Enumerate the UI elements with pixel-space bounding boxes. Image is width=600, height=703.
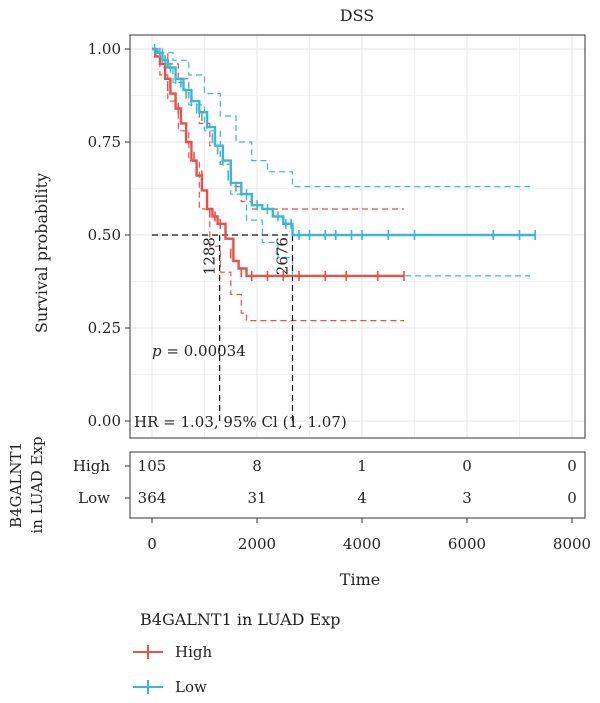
- risk-table-title-line2: in LUAD Exp: [28, 436, 46, 533]
- risk-cell: 0: [462, 457, 472, 475]
- y-axis-title: Survival probability: [32, 173, 51, 333]
- risk-row-label: High: [73, 457, 110, 475]
- risk-cell: 105: [138, 457, 167, 475]
- risk-table-title-line1: B4GALNT1: [7, 442, 25, 528]
- legend-title: B4GALNT1 in LUAD Exp: [140, 610, 341, 629]
- chart-title: DSS: [340, 6, 374, 25]
- ci-upper-low: [152, 48, 530, 188]
- hazard-ratio-annotation: HR = 1.03, 95% Cl (1, 1.07): [134, 413, 347, 431]
- risk-row-label: Low: [78, 489, 110, 507]
- risk-cell: 3: [462, 489, 472, 507]
- x-tick-label: 8000: [553, 535, 591, 553]
- risk-cell: 364: [138, 489, 167, 507]
- survival-curve-high: [152, 47, 404, 278]
- x-tick-label: 0: [147, 535, 157, 553]
- y-tick-label: 0.75: [88, 133, 121, 151]
- legend-label: High: [175, 643, 212, 661]
- y-tick-label: 0.00: [88, 412, 121, 430]
- survival-curve-low: [152, 47, 536, 237]
- survival-curves: [152, 47, 536, 278]
- p-symbol: p: [152, 342, 162, 360]
- x-tick-label: 2000: [238, 535, 276, 553]
- risk-table: High 105 8 1 0 0 Low 364 31 4 3 0 0 2000 4000 6000 8000…: [7, 436, 591, 553]
- median-guides: 1288 2676: [152, 234, 294, 421]
- risk-cell: 31: [247, 489, 266, 507]
- risk-cell: 1: [357, 457, 367, 475]
- risk-cell: 0: [567, 489, 577, 507]
- risk-table-cells: High 105 8 1 0 0 Low 364 31 4 3 0: [73, 457, 577, 507]
- legend: B4GALNT1 in LUAD Exp High Low: [133, 610, 341, 696]
- plot-border: [129, 34, 586, 439]
- risk-table-border: [129, 451, 586, 519]
- grid-lines: [130, 35, 585, 438]
- confidence-bands: [152, 48, 530, 322]
- y-tick-label: 0.50: [88, 226, 121, 244]
- x-axis-title: Time: [340, 570, 380, 589]
- p-value: = 0.00034: [162, 342, 246, 360]
- p-value-annotation: p = 0.00034: [152, 342, 246, 360]
- censor-marks: [153, 44, 537, 281]
- x-axis-ticks: 0 2000 4000 6000 8000: [147, 518, 591, 553]
- y-axis-ticks: 0.00 0.25 0.50 0.75 1.00: [88, 40, 130, 430]
- survival-plot-panel: 1288 2676 0.00 0.25 0.50 0.75 1.00 Survival p…: [32, 34, 586, 439]
- ci-upper-high: [152, 48, 404, 210]
- y-tick-label: 0.25: [88, 319, 121, 337]
- risk-cell: 4: [357, 489, 367, 507]
- x-tick-label: 6000: [448, 535, 486, 553]
- median-label: 2676: [273, 237, 291, 275]
- risk-cell: 0: [567, 457, 577, 475]
- y-tick-label: 1.00: [88, 40, 121, 58]
- risk-cell: 8: [252, 457, 262, 475]
- median-label: 1288: [201, 237, 219, 275]
- x-tick-label: 4000: [343, 535, 381, 553]
- legend-label: Low: [175, 678, 207, 696]
